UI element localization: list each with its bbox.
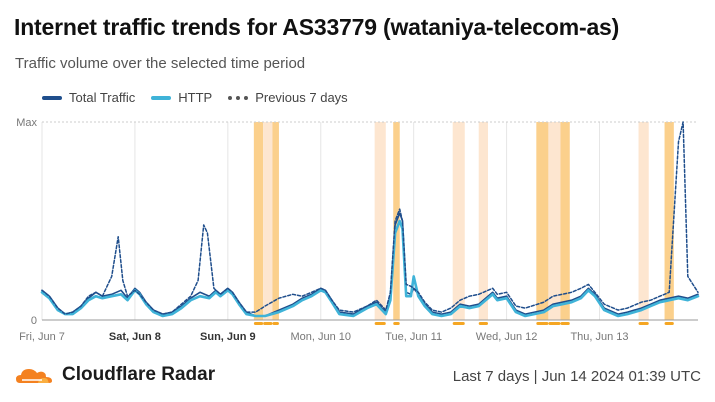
outage-band	[374, 122, 386, 320]
traffic-line-chart: Max 0 Fri, Jun 7 Sat, Jun 8 Sun, Jun 9 Mon, J…	[16, 117, 700, 343]
outage-band	[253, 122, 264, 320]
outage-marker	[253, 322, 264, 325]
outage-marker	[548, 322, 561, 325]
outage-band	[638, 122, 649, 320]
chart-title: Internet traffic trends for AS33779 (wat…	[14, 14, 620, 40]
x-tick-label: Mon, Jun 10	[290, 331, 351, 343]
outage-band	[478, 122, 489, 320]
previous-7-days-swatch	[228, 95, 249, 100]
outage-band	[560, 122, 570, 320]
outage-marker	[452, 322, 465, 325]
legend-label-total-traffic: Total Traffic	[69, 90, 136, 105]
footer-separator: |	[533, 368, 538, 385]
chart-subtitle: Traffic volume over the selected time pe…	[15, 55, 306, 72]
cloudflare-logo[interactable]: Cloudflare Radar	[14, 364, 215, 386]
outage-marker	[638, 322, 649, 325]
brand-name: Cloudflare Radar	[62, 364, 216, 385]
http-swatch	[151, 95, 172, 100]
outage-marker	[478, 322, 489, 325]
outage-marker	[536, 322, 549, 325]
last-updated-time: Jun 14 2024 01:39 UTC	[541, 368, 701, 385]
legend-item-previous-7-days[interactable]: Previous 7 days	[228, 90, 348, 105]
legend-label-http: HTTP	[178, 90, 213, 105]
total-traffic-swatch	[42, 95, 62, 100]
legend-label-previous-7-days: Previous 7 days	[255, 90, 348, 105]
outage-band	[536, 122, 549, 320]
outage-marker	[272, 322, 279, 325]
time-range-label: Last 7 days	[452, 368, 530, 385]
y-tick-label: 0	[31, 315, 37, 327]
y-tick-label: Max	[16, 117, 37, 129]
outage-band	[452, 122, 465, 320]
x-tick-label: Sat, Jun 8	[109, 331, 161, 343]
x-tick-label: Tue, Jun 11	[385, 331, 442, 343]
series-line-previous-7-days	[41, 121, 699, 315]
outage-marker	[393, 322, 400, 325]
x-tick-label: Fri, Jun 7	[19, 331, 65, 343]
x-tick-label: Wed, Jun 12	[476, 331, 538, 343]
chart-legend: Total Traffic HTTP Previous 7 days	[42, 90, 348, 105]
outage-band	[548, 122, 561, 320]
x-tick-label: Sun, Jun 9	[200, 331, 256, 343]
x-tick-label: Thu, Jun 13	[570, 331, 628, 343]
footer-timestamp: Last 7 days | Jun 14 2024 01:39 UTC	[453, 368, 701, 385]
outage-marker	[664, 322, 674, 325]
outage-marker	[560, 322, 570, 325]
legend-item-total-traffic[interactable]: Total Traffic	[42, 90, 135, 105]
outage-band	[263, 122, 273, 320]
cloudflare-cloud-icon	[16, 369, 52, 383]
legend-item-http[interactable]: HTTP	[151, 90, 212, 105]
outage-marker	[263, 322, 273, 325]
outage-band	[664, 122, 674, 320]
outage-marker	[374, 322, 386, 325]
outage-band	[272, 122, 279, 320]
